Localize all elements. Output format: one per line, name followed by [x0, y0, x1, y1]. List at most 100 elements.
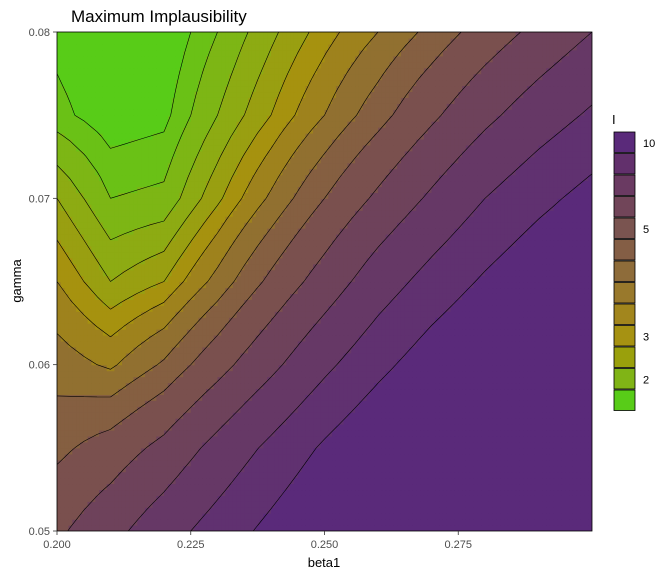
contour-cell: [335, 364, 341, 372]
contour-cell: [240, 513, 245, 520]
contour-cell: [435, 376, 440, 384]
contour-cell: [57, 340, 62, 348]
contour-cell: [324, 412, 329, 419]
contour-cell: [274, 364, 280, 372]
contour-cell: [534, 430, 540, 437]
contour-cell: [450, 435, 456, 443]
contour-cell: [76, 459, 81, 467]
contour-cell: [137, 412, 142, 419]
contour-cell: [400, 400, 406, 407]
contour-cell: [232, 317, 238, 324]
contour-cell: [435, 394, 440, 401]
contour-cell: [542, 376, 547, 384]
contour-cell: [378, 477, 383, 485]
contour-cell: [202, 483, 207, 491]
contour-cell: [209, 323, 215, 330]
contour-cell: [106, 447, 112, 455]
contour-cell: [95, 501, 100, 508]
contour-cell: [228, 311, 234, 318]
contour-cell: [534, 388, 540, 395]
contour-cell: [465, 483, 471, 491]
contour-cell: [420, 525, 425, 531]
contour-cell: [423, 418, 429, 425]
contour-cell: [179, 418, 184, 425]
contour-cell: [198, 323, 203, 330]
contour-cell: [427, 388, 433, 395]
contour-cell: [435, 430, 440, 437]
contour-cell: [439, 364, 444, 372]
contour-cell: [347, 406, 352, 413]
contour-cell: [328, 471, 333, 479]
contour-cell: [240, 430, 245, 437]
contour-cell: [213, 441, 219, 449]
contour-cell: [217, 435, 222, 443]
contour-cell: [209, 311, 215, 318]
contour-cell: [206, 418, 211, 425]
contour-cell: [496, 418, 501, 425]
contour-cell: [389, 525, 394, 531]
contour-cell: [335, 352, 341, 360]
contour-cell: [102, 317, 108, 324]
contour-cell: [378, 447, 383, 455]
contour-cell: [167, 346, 173, 354]
contour-cell: [248, 471, 253, 479]
contour-cell: [469, 495, 475, 502]
contour-cell: [114, 323, 119, 330]
contour-cell: [125, 334, 131, 342]
contour-cell: [282, 388, 287, 395]
contour-cell: [68, 495, 73, 502]
contour-cell: [217, 370, 222, 378]
contour-cell: [542, 412, 547, 419]
contour-cell: [125, 453, 131, 461]
contour-cell: [60, 400, 66, 407]
contour-cell: [538, 418, 543, 425]
contour-cell: [152, 287, 157, 294]
contour-cell: [72, 501, 77, 508]
contour-cell: [313, 340, 318, 348]
contour-cell: [485, 382, 490, 390]
contour-cell: [282, 424, 287, 431]
contour-cell: [251, 489, 257, 496]
contour-cell: [385, 525, 391, 531]
contour-cell: [389, 370, 394, 378]
contour-cell: [572, 495, 578, 502]
contour-cell: [106, 400, 112, 407]
contour-cell: [171, 382, 177, 390]
contour-cell: [374, 477, 379, 485]
contour-cell: [141, 305, 146, 312]
contour-cell: [271, 406, 276, 413]
contour-cell: [125, 525, 131, 531]
contour-cell: [160, 293, 165, 300]
contour-cell: [267, 346, 272, 354]
contour-cell: [504, 376, 509, 384]
contour-cell: [263, 358, 268, 366]
contour-cell: [171, 489, 177, 496]
contour-cell: [378, 495, 383, 502]
contour-cell: [221, 507, 226, 514]
contour-cell: [450, 513, 456, 520]
contour-cell: [79, 465, 85, 473]
contour-cell: [91, 346, 96, 354]
contour-cell: [492, 376, 498, 384]
contour-cell: [316, 323, 322, 330]
contour-cell: [335, 465, 341, 473]
contour-cell: [523, 507, 528, 514]
contour-cell: [343, 418, 349, 425]
contour-cell: [121, 435, 127, 443]
contour-cell: [137, 334, 142, 342]
contour-cell: [259, 388, 264, 395]
contour-cell: [286, 323, 291, 330]
contour-cell: [297, 358, 303, 366]
contour-cell: [133, 477, 138, 485]
contour-cell: [534, 459, 540, 467]
contour-cell: [542, 441, 547, 449]
contour-cell: [194, 281, 199, 289]
contour-cell: [542, 495, 547, 502]
contour-cell: [435, 525, 440, 531]
contour-cell: [313, 513, 318, 520]
contour-cell: [57, 424, 62, 431]
contour-cell: [370, 501, 375, 508]
contour-cell: [232, 370, 238, 378]
contour-cell: [202, 489, 207, 496]
contour-cell: [79, 352, 85, 360]
